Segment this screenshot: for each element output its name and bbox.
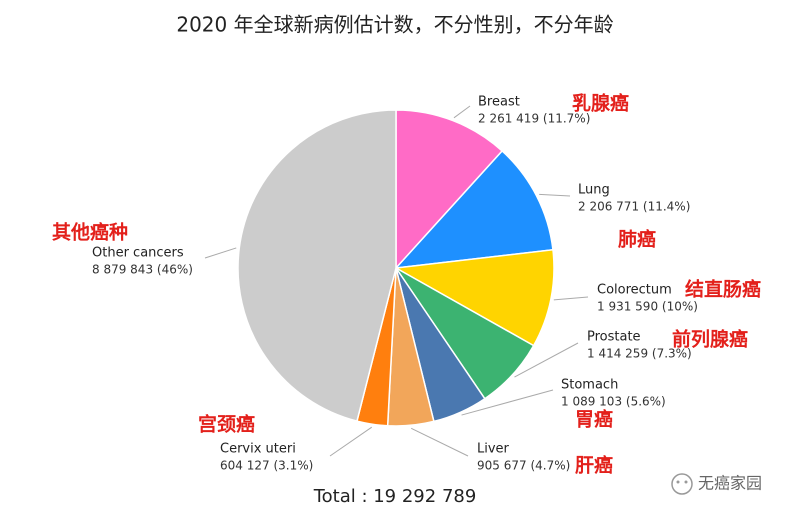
leader-line [539, 193, 571, 197]
slice-value: 604 127 (3.1%) [220, 459, 313, 473]
slice-value: 8 879 843 (46%) [92, 263, 193, 277]
slice-value: 905 677 (4.7%) [477, 459, 570, 473]
slice-label: Cervix uteri [220, 442, 296, 457]
leader-line [410, 427, 469, 457]
watermark-icon [671, 473, 693, 495]
pie-slice [394, 149, 554, 269]
watermark: 无癌家园 [698, 474, 762, 493]
chart-title: 2020 年全球新病例估计数，不分性别，不分年龄 [176, 13, 613, 37]
slice-label: Colorectum [597, 283, 672, 298]
annotation: 宫颈癌 [198, 413, 255, 436]
annotation: 乳腺癌 [572, 92, 629, 115]
slice-value: 1 414 259 (7.3%) [587, 347, 692, 361]
slice-value: 2 261 419 (11.7%) [478, 112, 590, 126]
pie-slice [393, 248, 555, 347]
slice-label: Stomach [561, 378, 618, 393]
annotation: 其他癌种 [52, 221, 128, 244]
slice-label: Liver [477, 442, 510, 457]
leader-line [453, 105, 471, 119]
leader-line [461, 389, 554, 416]
slice-value: 1 089 103 (5.6%) [561, 395, 666, 409]
leader-line [204, 247, 237, 259]
slice-label: Breast [478, 95, 520, 110]
leader-line [514, 342, 579, 378]
pie-slice [237, 109, 397, 423]
leader-line [553, 296, 589, 301]
annotation: 肝癌 [575, 454, 613, 477]
slice-label: Lung [578, 183, 610, 198]
annotation: 前列腺癌 [672, 328, 748, 351]
slice-value: 1 931 590 (10%) [597, 300, 698, 314]
pie-slice [395, 109, 504, 270]
leader-line [329, 426, 373, 457]
slice-label: Prostate [587, 330, 641, 345]
slice-value: 2 206 771 (11.4%) [578, 200, 690, 214]
annotation: 结直肠癌 [685, 278, 761, 301]
total: Total : 19 292 789 [313, 486, 477, 507]
slice-label: Other cancers [92, 246, 184, 261]
annotation: 胃癌 [575, 408, 613, 431]
annotation: 肺癌 [618, 228, 656, 251]
